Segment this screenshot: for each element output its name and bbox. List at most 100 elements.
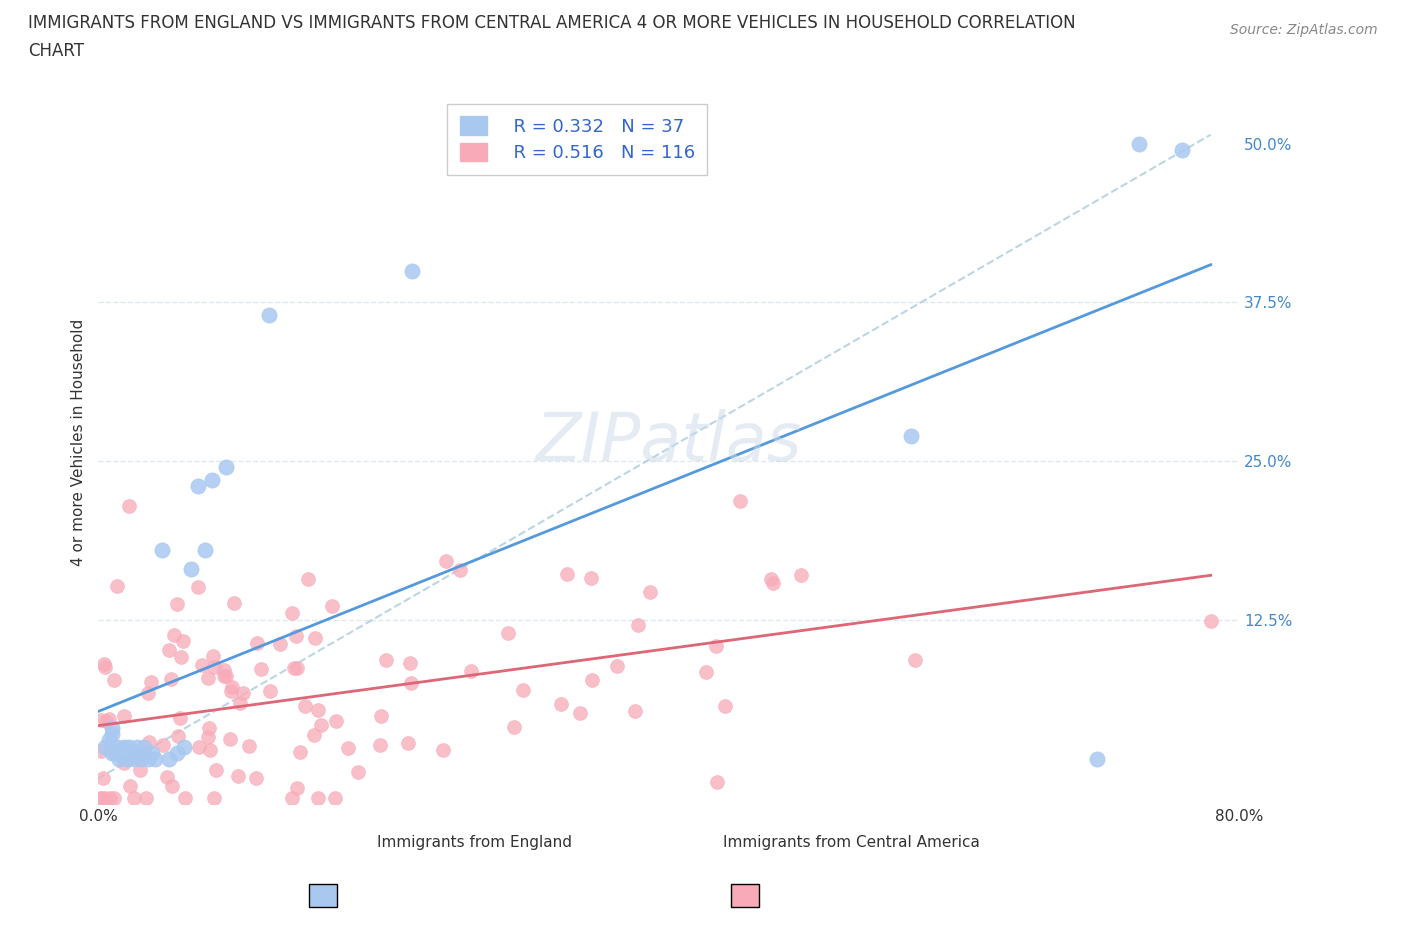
- Point: [191, 658, 214, 672]
- Point: [581, 672, 603, 687]
- Point: [188, 740, 211, 755]
- Point: [269, 636, 291, 651]
- Point: [174, 790, 197, 805]
- Point: [283, 660, 305, 675]
- Point: [1128, 136, 1150, 151]
- Text: IMMIGRANTS FROM ENGLAND VS IMMIGRANTS FROM CENTRAL AMERICA 4 OR MORE VEHICLES IN: IMMIGRANTS FROM ENGLAND VS IMMIGRANTS FR…: [28, 14, 1076, 32]
- Point: [214, 669, 236, 684]
- Point: [370, 709, 392, 724]
- Point: [304, 631, 326, 645]
- Point: [128, 763, 150, 777]
- Point: [323, 790, 346, 805]
- Point: [219, 731, 242, 746]
- Point: [97, 711, 120, 726]
- Point: [285, 660, 308, 675]
- Point: [187, 479, 209, 494]
- Point: [215, 668, 238, 683]
- Point: [762, 576, 785, 591]
- Point: [152, 737, 174, 752]
- Point: [90, 712, 112, 727]
- Point: [460, 664, 482, 679]
- Point: [229, 696, 252, 711]
- Point: [93, 657, 115, 671]
- Point: [105, 578, 128, 593]
- Point: [173, 739, 195, 754]
- Point: [257, 308, 280, 323]
- Point: [135, 790, 157, 805]
- Point: [568, 705, 591, 720]
- Point: [259, 684, 281, 698]
- Point: [212, 663, 235, 678]
- Point: [157, 752, 180, 767]
- Text: CHART: CHART: [28, 42, 84, 60]
- Point: [169, 711, 191, 725]
- Point: [640, 584, 662, 599]
- Point: [94, 659, 117, 674]
- Point: [1085, 752, 1108, 767]
- Point: [122, 752, 145, 767]
- Point: [325, 713, 347, 728]
- Point: [307, 790, 329, 805]
- Point: [245, 771, 267, 786]
- Point: [141, 675, 163, 690]
- Text: Immigrants from Central America: Immigrants from Central America: [723, 835, 980, 850]
- Point: [297, 571, 319, 586]
- Point: [129, 752, 152, 767]
- Point: [202, 659, 225, 674]
- Point: [215, 460, 238, 475]
- Point: [101, 726, 124, 741]
- Point: [198, 742, 221, 757]
- Point: [434, 553, 457, 568]
- Point: [503, 720, 526, 735]
- Point: [375, 653, 398, 668]
- Point: [790, 567, 813, 582]
- Point: [579, 571, 602, 586]
- Point: [101, 721, 124, 736]
- Point: [512, 682, 534, 697]
- Point: [202, 790, 225, 805]
- Point: [287, 780, 309, 795]
- Point: [166, 597, 188, 612]
- Point: [307, 702, 329, 717]
- Point: [399, 656, 422, 671]
- Text: Immigrants from England: Immigrants from England: [377, 835, 572, 850]
- Point: [103, 672, 125, 687]
- Point: [284, 629, 307, 644]
- Point: [118, 739, 141, 754]
- Point: [557, 566, 579, 581]
- Point: [90, 790, 112, 805]
- Point: [759, 571, 782, 586]
- Point: [321, 599, 343, 614]
- Point: [281, 605, 304, 620]
- Point: [294, 698, 316, 713]
- Point: [90, 744, 112, 759]
- Point: [624, 704, 647, 719]
- Point: [94, 790, 117, 805]
- Point: [112, 739, 135, 754]
- Point: [695, 664, 717, 679]
- Point: [101, 746, 124, 761]
- Point: [91, 771, 114, 786]
- Point: [238, 738, 260, 753]
- Point: [187, 580, 209, 595]
- Point: [159, 643, 181, 658]
- Point: [396, 736, 419, 751]
- Point: [122, 746, 145, 761]
- Point: [160, 671, 183, 686]
- Point: [226, 769, 249, 784]
- Point: [141, 746, 163, 761]
- Point: [288, 745, 311, 760]
- Point: [606, 659, 628, 674]
- Point: [124, 750, 146, 764]
- Point: [94, 739, 117, 754]
- Text: ZIPatlas: ZIPatlas: [536, 409, 801, 475]
- Point: [704, 638, 727, 653]
- Point: [730, 494, 752, 509]
- Point: [118, 498, 141, 513]
- Point: [108, 752, 131, 767]
- Point: [132, 739, 155, 754]
- Point: [401, 263, 423, 278]
- Point: [115, 752, 138, 767]
- Point: [336, 740, 359, 755]
- Point: [197, 671, 219, 685]
